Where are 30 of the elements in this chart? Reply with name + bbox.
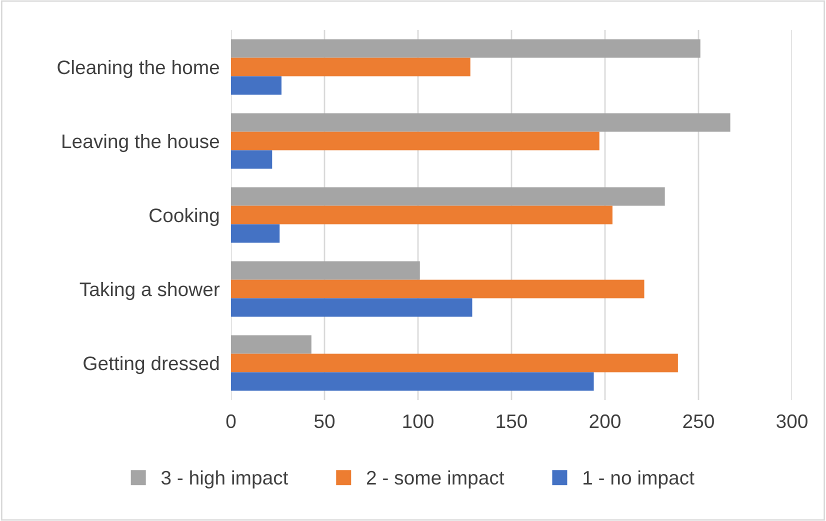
legend-label: 2 - some impact [366,470,504,488]
bar [231,298,472,317]
bar [231,58,470,76]
bar [231,39,700,58]
x-tick-label: 150 [496,414,527,428]
legend-label: 1 - no impact [584,470,694,488]
bar [231,76,282,95]
bar [231,354,678,372]
y-tick-label: Taking a shower [80,282,220,300]
y-tick-label: Cooking [150,208,219,226]
bar [231,335,312,354]
legend-label: 3 - high impact [161,470,288,488]
x-tick-label: 50 [314,414,335,428]
bar [231,280,644,298]
x-tick-label: 0 [226,414,236,428]
x-tick-label: 100 [403,414,434,428]
bar [231,372,594,391]
bar [231,150,272,169]
bar [231,206,612,224]
bar [231,224,280,243]
y-tick-label: Getting dressed [84,356,219,374]
bar [231,187,665,206]
bar [231,113,730,132]
bar [231,132,600,150]
y-tick-label: Cleaning the home [58,60,220,78]
x-tick-label: 200 [590,414,620,428]
y-tick-label: Leaving the house [62,134,220,152]
bar [231,261,420,280]
x-tick-label: 300 [776,414,808,428]
x-tick-label: 250 [683,414,714,428]
